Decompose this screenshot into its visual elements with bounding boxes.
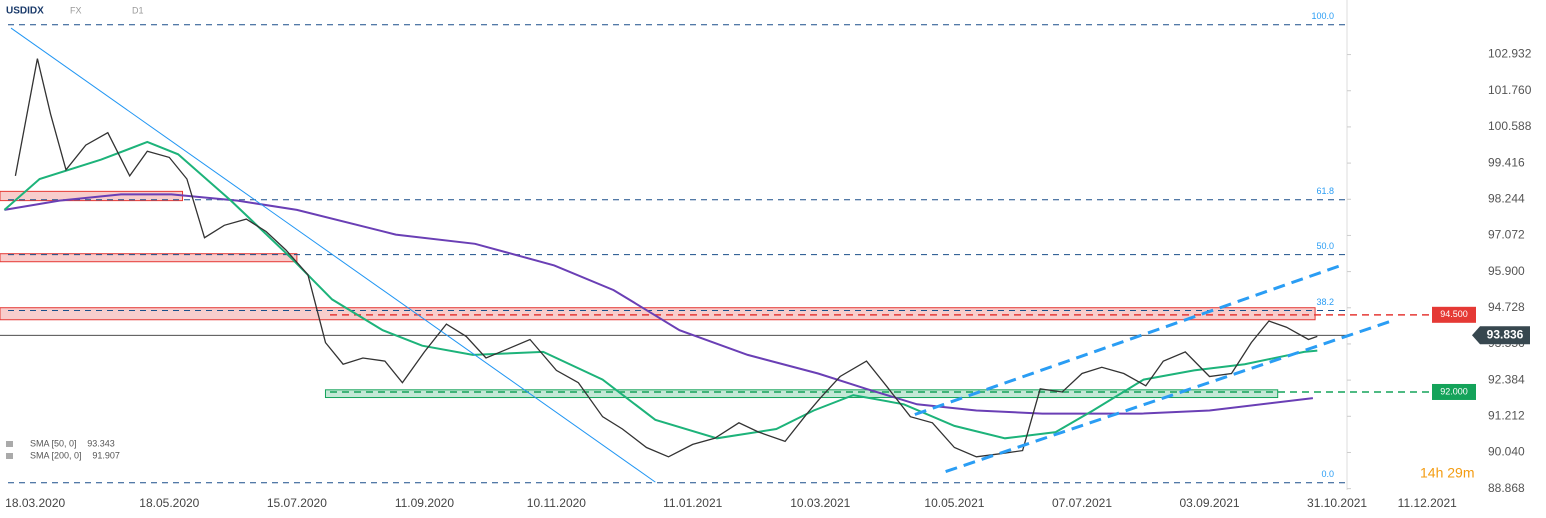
x-tick-label: 10.03.2021 xyxy=(790,496,850,510)
x-tick-label: 15.07.2020 xyxy=(267,496,327,510)
market: FX xyxy=(70,5,82,15)
x-tick-label: 11.01.2021 xyxy=(663,496,722,510)
legend-icon xyxy=(6,453,13,459)
x-tick-label: 18.05.2020 xyxy=(139,496,199,510)
trendline xyxy=(10,27,656,483)
fib-label: 38.2 xyxy=(1316,297,1334,307)
y-tick-label: 94.728 xyxy=(1488,300,1525,314)
fib-label: 0.0 xyxy=(1321,469,1334,479)
x-tick-label: 18.03.2020 xyxy=(5,496,65,510)
sma-line xyxy=(4,193,1314,415)
x-tick-label: 10.05.2021 xyxy=(924,496,984,510)
y-tick-label: 88.868 xyxy=(1488,481,1525,495)
last-price-tag xyxy=(1472,326,1530,345)
zone xyxy=(324,389,1279,399)
x-tick-label: 11.09.2020 xyxy=(395,496,454,510)
fib-label: 100.0 xyxy=(1311,11,1334,21)
x-tick-label: 07.07.2021 xyxy=(1052,496,1112,510)
x-tick-label: 11.12.2021 xyxy=(1398,496,1457,510)
level-tag xyxy=(1432,306,1476,323)
fib-label: 61.8 xyxy=(1316,186,1334,196)
y-tick-label: 100.588 xyxy=(1488,119,1532,133)
y-tick-label: 98.244 xyxy=(1488,191,1525,205)
fib-label: 50.0 xyxy=(1316,241,1334,251)
sma-line xyxy=(3,140,1318,440)
last-price-label: 93.836 xyxy=(1487,327,1524,341)
y-tick-label: 91.212 xyxy=(1488,408,1525,422)
y-tick-label: 101.760 xyxy=(1488,83,1532,97)
level-tag xyxy=(1432,383,1476,400)
timeframe: D1 xyxy=(132,5,144,15)
legend-value: 93.343 xyxy=(87,438,115,448)
y-tick-label: 92.384 xyxy=(1488,372,1525,386)
y-tick-label: 99.416 xyxy=(1488,155,1525,169)
legend-name: SMA [50, 0] xyxy=(30,438,77,448)
trendline xyxy=(945,318,1395,474)
level-tag-label: 94.500 xyxy=(1440,309,1468,319)
symbol: USDIDX xyxy=(6,6,44,17)
y-tick-label: 97.072 xyxy=(1488,228,1525,242)
level-tag-label: 92.000 xyxy=(1440,386,1468,396)
x-tick-label: 31.10.2021 xyxy=(1307,496,1367,510)
x-tick-label: 10.11.2020 xyxy=(527,496,586,510)
zone xyxy=(0,253,298,263)
countdown: 14h 29m xyxy=(1420,465,1474,481)
y-tick-label: 102.932 xyxy=(1488,47,1532,61)
y-tick-label: 95.900 xyxy=(1488,264,1525,278)
legend-name: SMA [200, 0] xyxy=(30,450,82,460)
legend-icon xyxy=(6,441,13,447)
y-tick-label: 90.040 xyxy=(1488,445,1525,459)
x-tick-label: 03.09.2021 xyxy=(1179,496,1239,510)
price-line xyxy=(14,58,1318,458)
legend-value: 91.907 xyxy=(92,450,120,460)
